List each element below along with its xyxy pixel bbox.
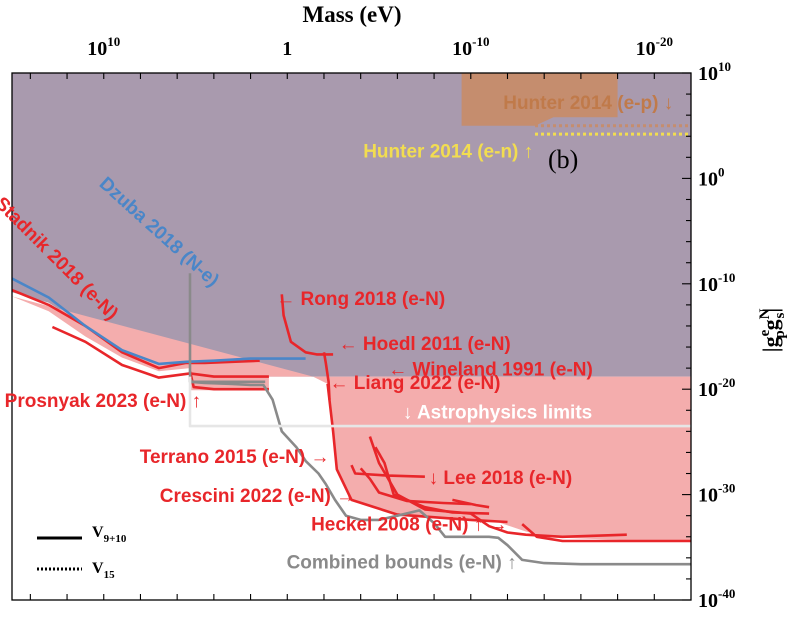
x-tick-base: 10 bbox=[452, 38, 472, 60]
y-tick-base: 10 bbox=[698, 274, 718, 296]
panel-label: (b) bbox=[548, 145, 578, 174]
annotation-heckel-2008-e-n: Heckel 2008 (e-N) ↑ → bbox=[311, 514, 507, 535]
annotation-hoedl-2011-e-n: ← Hoedl 2011 (e-N) bbox=[339, 334, 511, 355]
legend-entry-1-sub: 9+10 bbox=[104, 533, 127, 545]
y-tick-label: 100 bbox=[698, 164, 725, 190]
y-label-part: g bbox=[758, 319, 783, 330]
x-ticks: 1010 1 10-10 10-20 bbox=[29, 34, 673, 600]
annotation-wineland-1991-e-n: ← Wineland 1991 (e-N) bbox=[388, 359, 593, 380]
series-rong-2018-e-n bbox=[280, 294, 334, 356]
y-tick-exp: 10 bbox=[718, 59, 731, 74]
x-tick-label: 10-20 bbox=[636, 34, 673, 60]
y-tick-exp: -10 bbox=[718, 270, 735, 285]
y-label-part: e bbox=[757, 329, 773, 336]
y-tick-label: 10-30 bbox=[698, 481, 735, 507]
y-label-part: | bbox=[758, 308, 783, 313]
series-lee-2018-long-e-n bbox=[368, 436, 627, 539]
legend-entry-1-base: V bbox=[92, 524, 104, 541]
annotation-hunter-2014-e-p: Hunter 2014 (e-p) ↓ bbox=[503, 93, 673, 114]
legend: V9+10 V15 bbox=[37, 524, 127, 581]
x-tick-exp: -10 bbox=[472, 34, 489, 49]
series-combined-bounds-e-n bbox=[188, 273, 691, 566]
y-tick-label: 1010 bbox=[698, 59, 731, 85]
legend-entry-2-sub: 15 bbox=[104, 569, 116, 581]
annotation-crescini-2022-e-n: Crescini 2022 (e-N) → bbox=[160, 486, 355, 507]
y-tick-label: 10-10 bbox=[698, 270, 735, 296]
annotation-terrano-2015-e-n: Terrano 2015 (e-N) → bbox=[140, 447, 330, 468]
series-layer bbox=[12, 124, 691, 566]
region-hunter bbox=[461, 73, 618, 126]
x-tick-exp: -20 bbox=[656, 34, 673, 49]
series-liang-2022-e-n bbox=[521, 523, 691, 543]
plot-frame bbox=[11, 72, 692, 601]
x-tick-label: 10-10 bbox=[452, 34, 489, 60]
series-terrano-2015-e-n bbox=[350, 464, 425, 478]
y-label-part: N bbox=[757, 308, 773, 319]
region-e-n-excluded bbox=[12, 296, 691, 541]
y-label-part: |g bbox=[758, 336, 783, 352]
y-tick-base: 10 bbox=[698, 590, 718, 612]
y-tick-base: 10 bbox=[698, 485, 718, 507]
series-stadnik-2018-lower-e-n bbox=[51, 325, 269, 379]
series-astrophysics-boundary bbox=[188, 376, 691, 428]
regions-layer bbox=[12, 73, 691, 541]
legend-entry-1: V9+10 bbox=[92, 524, 127, 545]
annotation-combined-bounds-e-n: Combined bounds (e-N) ↑ bbox=[287, 552, 517, 573]
annotation-astrophysics-limits: ↓ Astrophysics limits bbox=[403, 403, 592, 424]
annotation-hunter-2014-e-n: Hunter 2014 (e-n) ↑ bbox=[363, 141, 533, 162]
region-astrophysics bbox=[12, 73, 691, 377]
y-label-part: s bbox=[772, 312, 788, 318]
x-tick-label: 1010 bbox=[87, 34, 120, 60]
annotation-liang-2022-e-n: ← Liang 2022 (e-N) bbox=[329, 373, 500, 394]
y-tick-label: 10-20 bbox=[698, 375, 735, 401]
y-tick-base: 10 bbox=[698, 63, 718, 85]
y-tick-exp: -30 bbox=[718, 481, 735, 496]
annotation-rong-2018-e-n: ← Rong 2018 (e-N) bbox=[276, 289, 445, 310]
y-tick-base: 10 bbox=[698, 168, 718, 190]
legend-entry-2: V15 bbox=[92, 560, 115, 581]
annotation-lee-2018-e-n: ↓ Lee 2018 (e-N) bbox=[429, 468, 573, 489]
annotation-prosnyak-2023-e-n: Prosnyak 2023 (e-N) ↑ bbox=[5, 391, 201, 412]
x-tick-label: 1 bbox=[282, 38, 292, 60]
x-tick-base: 10 bbox=[636, 38, 656, 60]
x-axis-label: Mass (eV) bbox=[303, 2, 402, 27]
y-tick-label: 10-40 bbox=[698, 586, 735, 612]
y-tick-exp: -40 bbox=[718, 586, 735, 601]
series-stadnik-2018-e-n bbox=[12, 288, 260, 370]
y-tick-exp: 0 bbox=[718, 164, 725, 179]
series-lee-2018-e-n bbox=[452, 498, 490, 509]
x-tick-base: 10 bbox=[87, 38, 107, 60]
y-tick-exp: -20 bbox=[718, 375, 735, 390]
y-label-part: p bbox=[772, 330, 788, 338]
legend-entry-2-base: V bbox=[92, 560, 104, 577]
series-crescini-2022-e-n bbox=[359, 467, 471, 506]
series-dzuba-2018-n-e bbox=[12, 277, 306, 366]
x-tick-exp: 10 bbox=[107, 34, 120, 49]
y-axis-label: |gepgNs| bbox=[757, 308, 788, 352]
series-wineland-1991-e-n bbox=[326, 383, 508, 524]
y-tick-base: 10 bbox=[698, 379, 718, 401]
